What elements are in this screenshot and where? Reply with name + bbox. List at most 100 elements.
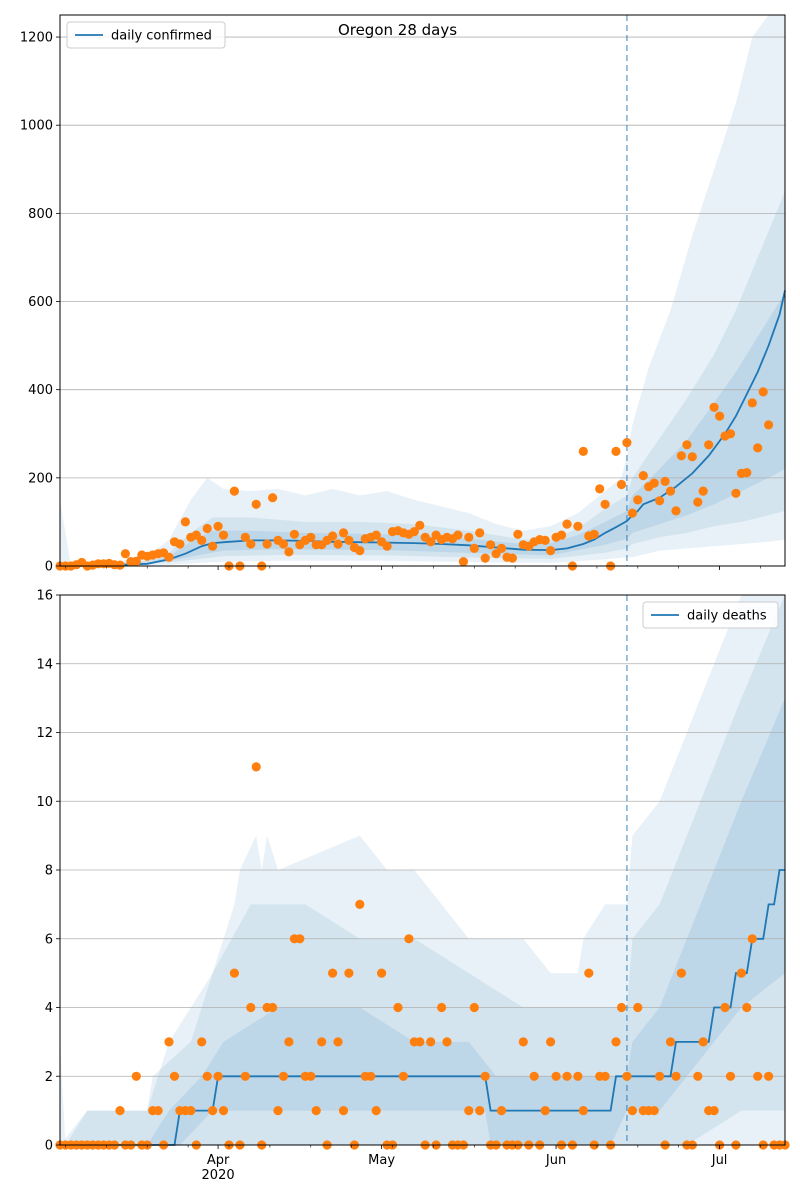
data-point — [240, 532, 250, 542]
data-point — [311, 1106, 321, 1116]
data-point — [753, 1071, 763, 1081]
data-point — [747, 934, 757, 944]
data-point — [546, 1037, 556, 1047]
data-point — [180, 517, 190, 527]
data-point — [611, 1037, 621, 1047]
data-point — [546, 546, 556, 556]
data-point — [622, 438, 632, 448]
confirmed-x-axis — [65, 566, 761, 570]
data-point — [469, 543, 479, 554]
data-point — [753, 443, 763, 453]
data-point — [562, 1071, 572, 1081]
data-point — [273, 1106, 283, 1116]
data-point — [665, 1037, 676, 1047]
y-tick-label: 6 — [45, 932, 53, 947]
data-point — [764, 420, 774, 430]
x-tick-label: Jun — [545, 1153, 566, 1168]
data-point — [573, 1071, 583, 1081]
data-point — [578, 446, 588, 456]
data-point — [600, 499, 610, 509]
data-point — [268, 493, 278, 503]
data-point — [284, 1037, 294, 1047]
data-point — [655, 496, 665, 506]
data-point — [426, 537, 436, 547]
data-point — [540, 1106, 550, 1116]
data-point — [725, 1071, 736, 1081]
y-tick-label: 16 — [36, 589, 53, 604]
data-point — [120, 549, 130, 559]
data-point — [562, 519, 572, 529]
data-point — [480, 1071, 490, 1081]
legend-box — [642, 601, 779, 629]
data-point — [328, 531, 338, 541]
data-point — [344, 535, 354, 546]
data-point — [693, 497, 703, 507]
uncertainty-band-3 — [60, 698, 785, 1145]
data-point — [344, 968, 354, 978]
data-point — [676, 451, 687, 461]
data-point — [496, 1106, 507, 1116]
y-tick-label: 10 — [36, 795, 53, 810]
data-point — [240, 1071, 250, 1081]
data-point — [633, 495, 643, 505]
data-point — [611, 446, 621, 456]
data-point — [682, 440, 692, 450]
data-point — [676, 968, 687, 978]
data-point — [584, 968, 594, 978]
confirmed-uncertainty-bands — [60, 15, 785, 567]
data-point — [725, 429, 736, 439]
legend-box — [66, 21, 226, 49]
data-point — [382, 541, 392, 551]
x-tick-label: Jul — [711, 1153, 728, 1168]
data-point — [197, 1037, 207, 1047]
data-point — [371, 1106, 381, 1116]
data-point — [333, 539, 343, 549]
data-point — [556, 530, 567, 540]
data-point — [616, 1002, 627, 1013]
data-point — [355, 546, 365, 556]
data-point — [715, 411, 725, 421]
y-tick-label: 800 — [28, 207, 53, 222]
data-point — [731, 488, 741, 498]
data-point — [197, 535, 207, 546]
data-point — [278, 1071, 289, 1081]
data-point — [246, 539, 256, 549]
data-point — [208, 1106, 218, 1116]
data-point — [655, 1071, 665, 1081]
data-point — [393, 1002, 403, 1013]
data-point — [338, 1106, 349, 1116]
legend-label-daily-confirmed: daily confirmed — [111, 29, 212, 44]
data-point — [426, 1037, 436, 1047]
confirmed-chart: 0 200 400 600 800 1000 1200 Oregon 28 days dai… — [20, 14, 786, 575]
data-point — [251, 499, 261, 509]
chart-title: Oregon 28 days — [338, 21, 457, 39]
data-point — [202, 523, 212, 534]
confirmed-legend: daily confirmed — [66, 21, 226, 49]
data-point — [720, 1002, 730, 1013]
y-tick-label: 14 — [36, 657, 53, 672]
data-point — [464, 1106, 474, 1116]
data-point — [507, 553, 517, 563]
x-tick-label: May — [368, 1153, 395, 1168]
data-point — [458, 557, 468, 567]
data-point — [164, 552, 174, 562]
data-point — [513, 529, 523, 539]
data-point — [306, 1071, 316, 1081]
y-tick-label: 4 — [45, 1001, 53, 1016]
data-point — [229, 486, 239, 496]
data-point — [208, 541, 218, 551]
data-point — [742, 1002, 752, 1013]
y-tick-label: 8 — [45, 864, 53, 879]
data-point — [469, 1002, 479, 1013]
data-point — [627, 508, 638, 518]
confirmed-median-line — [59, 290, 786, 567]
data-point — [453, 530, 463, 540]
data-point — [213, 1071, 223, 1081]
data-point — [464, 532, 474, 542]
data-point — [649, 1106, 659, 1116]
data-point — [764, 1071, 774, 1081]
y-tick-label: 0 — [45, 560, 53, 575]
